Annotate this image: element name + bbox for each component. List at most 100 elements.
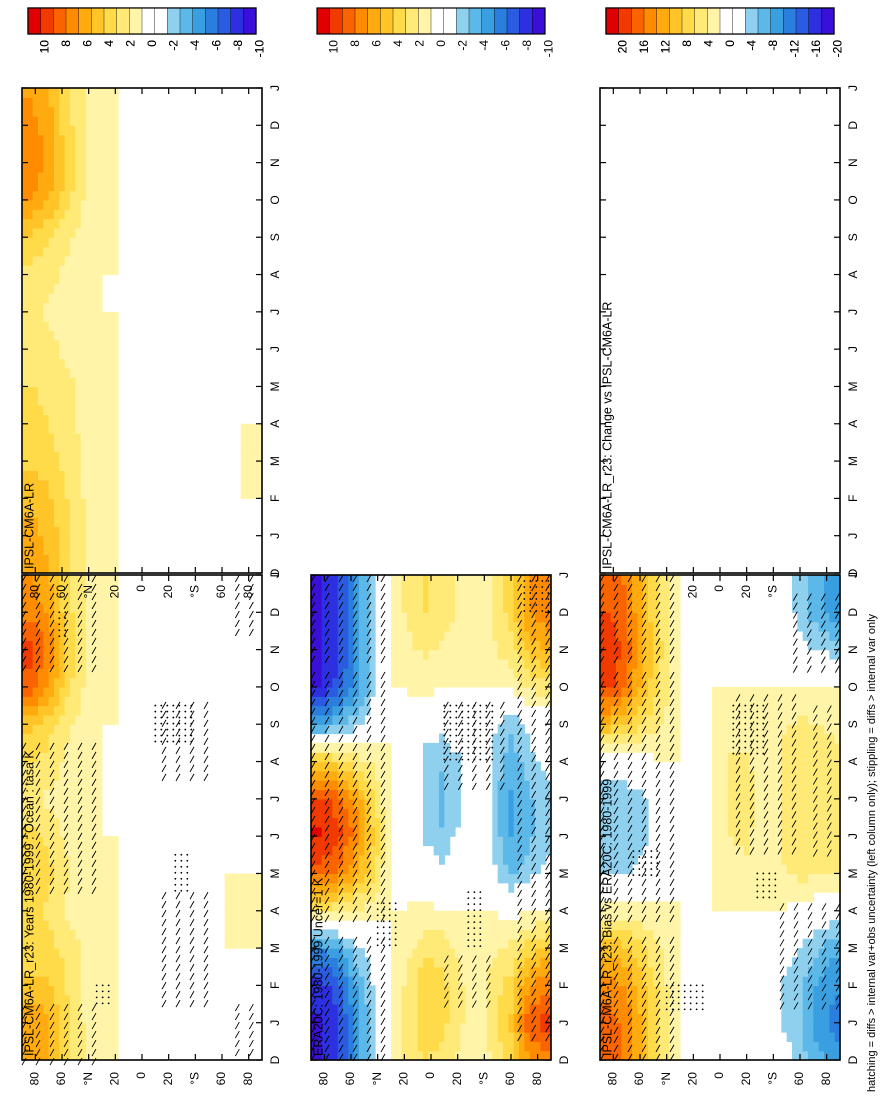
heatmap-cell bbox=[348, 593, 355, 604]
heatmap-cell bbox=[348, 789, 355, 800]
heatmap-cell bbox=[70, 966, 76, 977]
stipple-dot bbox=[172, 728, 175, 731]
heatmap-cell bbox=[59, 517, 66, 527]
hatch-mark bbox=[366, 842, 372, 851]
heatmap-cell bbox=[508, 864, 515, 875]
hatch-mark bbox=[49, 1003, 55, 1012]
heatmap-cell bbox=[27, 789, 34, 800]
heatmap-cell bbox=[59, 442, 66, 453]
heatmap-cell bbox=[112, 994, 119, 1005]
heatmap-cell bbox=[256, 910, 263, 921]
heatmap-cell bbox=[38, 668, 44, 679]
heatmap-cell bbox=[43, 761, 50, 772]
heatmap-cell bbox=[75, 367, 82, 378]
heatmap-cell bbox=[519, 584, 525, 595]
hatch-mark bbox=[499, 701, 505, 710]
hatch-mark bbox=[380, 716, 386, 725]
heatmap-cell bbox=[27, 237, 34, 248]
heatmap-cell bbox=[43, 584, 50, 595]
heatmap-cell bbox=[497, 733, 504, 744]
hatch-mark bbox=[49, 769, 55, 778]
heatmap-cell bbox=[519, 873, 525, 884]
heatmap-cell bbox=[43, 864, 50, 875]
heatmap-cell bbox=[380, 780, 387, 791]
heatmap-cell bbox=[64, 649, 71, 660]
heatmap-cell bbox=[112, 920, 119, 931]
heatmap-cell bbox=[75, 808, 82, 819]
heatmap-cell bbox=[70, 246, 76, 257]
heatmap-cell bbox=[513, 621, 520, 632]
heatmap-cell bbox=[321, 873, 328, 884]
heatmap-cell bbox=[471, 658, 477, 669]
heatmap-cell bbox=[412, 994, 419, 1005]
heatmap-cell bbox=[316, 929, 323, 940]
heatmap-cell bbox=[224, 929, 231, 940]
heatmap-cell bbox=[86, 461, 92, 472]
heatmap-cell bbox=[59, 705, 66, 716]
heatmap-cell bbox=[503, 649, 509, 660]
heatmap-cell bbox=[251, 470, 258, 481]
heatmap-cell bbox=[96, 125, 103, 136]
heatmap-cell bbox=[327, 640, 333, 651]
heatmap-cell bbox=[375, 761, 381, 772]
heatmap-cell bbox=[332, 910, 339, 921]
heatmap-cell bbox=[43, 640, 50, 651]
heatmap-cell bbox=[80, 836, 87, 847]
heatmap-cell bbox=[401, 621, 408, 632]
heatmap-cell bbox=[524, 575, 531, 585]
hatch-mark bbox=[517, 754, 523, 763]
heatmap-cell bbox=[343, 985, 349, 996]
hatch-mark bbox=[49, 583, 55, 592]
heatmap-cell bbox=[91, 602, 98, 613]
heatmap-cell bbox=[487, 966, 493, 977]
stipple-dot bbox=[461, 728, 464, 731]
heatmap-cell bbox=[369, 761, 376, 772]
heatmap-cell bbox=[75, 892, 82, 903]
heatmap-cell bbox=[343, 649, 349, 660]
heatmap-cell bbox=[439, 798, 445, 809]
heatmap-cell bbox=[332, 770, 339, 781]
heatmap-cell bbox=[343, 584, 349, 595]
heatmap-cell bbox=[27, 302, 34, 313]
heatmap-cell bbox=[535, 761, 541, 772]
heatmap-cell bbox=[64, 920, 71, 931]
heatmap-cell bbox=[332, 780, 339, 791]
hatch-mark bbox=[77, 832, 83, 841]
heatmap-cell bbox=[364, 882, 371, 893]
heatmap-cell bbox=[487, 976, 493, 986]
hatch-mark bbox=[352, 601, 358, 610]
heatmap-cell bbox=[48, 507, 55, 518]
heatmap-cell bbox=[38, 367, 44, 378]
hatch-mark bbox=[324, 770, 330, 779]
stipple-dot bbox=[479, 903, 482, 906]
hatch-mark bbox=[77, 841, 83, 850]
heatmap-cell bbox=[32, 489, 39, 499]
heatmap-cell bbox=[64, 330, 71, 341]
heatmap-cell bbox=[107, 414, 114, 425]
heatmap-cell bbox=[43, 143, 50, 154]
heatmap-cell bbox=[43, 882, 50, 893]
heatmap-cell bbox=[59, 761, 66, 772]
heatmap-cell bbox=[476, 920, 483, 931]
heatmap-cell bbox=[412, 621, 419, 632]
heatmap-cell bbox=[407, 1041, 413, 1052]
heatmap-cell bbox=[38, 994, 44, 1005]
heatmap-cell bbox=[369, 873, 376, 884]
heatmap-cell bbox=[43, 423, 50, 434]
heatmap-cell bbox=[86, 826, 92, 837]
heatmap-cell bbox=[545, 929, 552, 940]
heatmap-cell bbox=[417, 1022, 424, 1033]
heatmap-cell bbox=[54, 696, 60, 707]
heatmap-cell bbox=[86, 845, 92, 856]
heatmap-cell bbox=[32, 451, 39, 462]
heatmap-cell bbox=[359, 770, 365, 781]
heatmap-cell bbox=[460, 1041, 467, 1052]
hatch-mark bbox=[203, 728, 209, 737]
hatch-mark bbox=[203, 909, 209, 918]
heatmap-cell bbox=[96, 621, 103, 632]
hatch-mark bbox=[91, 841, 97, 850]
stipple-dot bbox=[467, 746, 470, 749]
heatmap-cell bbox=[48, 311, 55, 322]
heatmap-cell bbox=[80, 892, 87, 903]
heatmap-cell bbox=[481, 1013, 488, 1024]
